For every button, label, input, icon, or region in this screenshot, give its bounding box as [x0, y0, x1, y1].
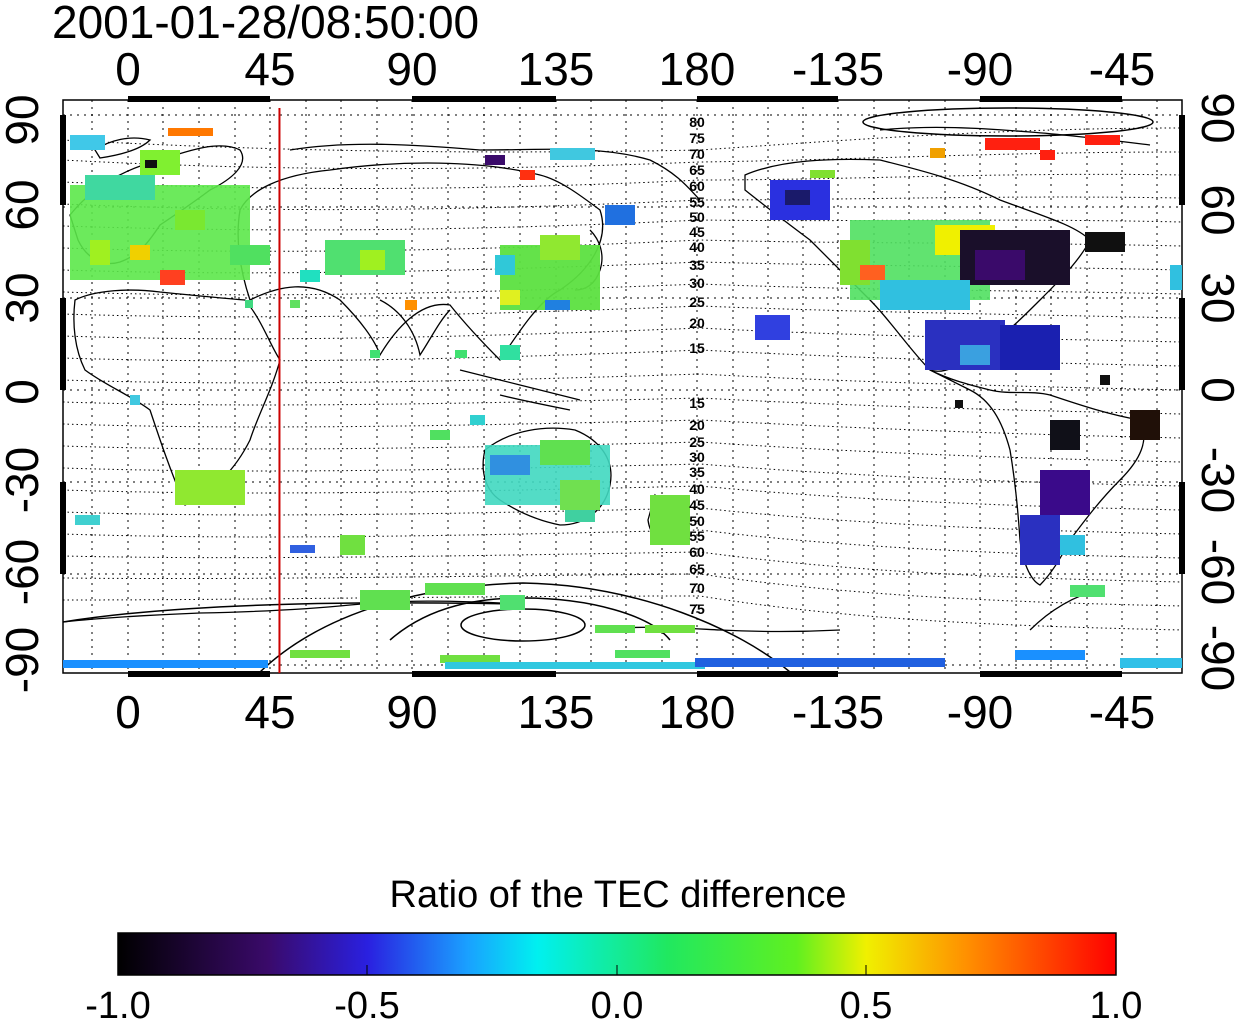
contour-label: 20 [689, 315, 705, 331]
contour-label: 15 [689, 340, 705, 356]
bottom-lon-label: 180 [659, 686, 736, 738]
bottom-lon-label: 90 [386, 686, 437, 738]
top-longitude-labels: 0 45 90 135 180 -135 -90 -45 [115, 43, 1155, 95]
colorbar-tick-label: -1.0 [85, 985, 150, 1024]
contour-label: 80 [689, 114, 705, 130]
colorbar-tick-label: 0.0 [591, 985, 644, 1024]
left-lat-label: 90 [0, 94, 48, 145]
contour-label: 25 [689, 294, 705, 310]
colorbar-tick-label: 1.0 [1090, 985, 1143, 1024]
contour-label: 70 [689, 146, 705, 162]
colorbar-ticks [117, 965, 1117, 975]
contour-label: 40 [689, 239, 705, 255]
left-lat-label: -60 [0, 539, 48, 605]
left-lat-label: 60 [0, 179, 48, 230]
right-lat-label: 60 [1192, 184, 1240, 235]
right-lat-label: -60 [1192, 539, 1240, 605]
contour-label: 75 [689, 601, 705, 617]
magnetic-latitude-contours [63, 127, 1182, 631]
right-lat-label: 30 [1192, 272, 1240, 323]
contour-label: 50 [689, 513, 705, 529]
left-lat-label: 30 [0, 272, 48, 323]
contour-label: 20 [689, 417, 705, 433]
contour-label: 60 [689, 178, 705, 194]
colorbar-tick-label: 0.5 [840, 985, 893, 1024]
left-lat-label: -30 [0, 447, 48, 513]
colorbar-title: Ratio of the TEC difference [390, 874, 847, 916]
map-panel: 80 75 70 65 60 55 50 45 40 35 30 25 20 1… [60, 96, 1185, 677]
bottom-longitude-labels: 0 45 90 135 180 -135 -90 -45 [115, 686, 1155, 738]
top-lon-label: -135 [792, 43, 884, 95]
contour-label: 30 [689, 275, 705, 291]
right-latitude-labels: 90 60 30 0 -30 -60 -90 [1192, 92, 1240, 691]
contour-label: 55 [689, 194, 705, 210]
bottom-lon-label: -135 [792, 686, 884, 738]
bottom-lon-label: 0 [115, 686, 141, 738]
right-lat-label: -90 [1192, 625, 1240, 691]
contour-label: 75 [689, 130, 705, 146]
contour-label: 65 [689, 561, 705, 577]
left-lat-label: 0 [0, 379, 48, 405]
contour-label: 45 [689, 224, 705, 240]
contour-label: 65 [689, 162, 705, 178]
contour-label: 55 [689, 528, 705, 544]
colorbar-tick-labels: -1.0 -0.5 0.0 0.5 1.0 [85, 985, 1142, 1024]
contour-label: 35 [689, 464, 705, 480]
contour-label: 15 [689, 395, 705, 411]
contour-label: 35 [689, 257, 705, 273]
contour-label: 50 [689, 209, 705, 225]
contour-label: 70 [689, 580, 705, 596]
frame-tick-bars [60, 96, 1185, 677]
right-lat-label: 90 [1192, 92, 1240, 143]
bottom-lon-label: 135 [518, 686, 595, 738]
bottom-lon-label: 45 [244, 686, 295, 738]
right-lat-label: -30 [1192, 447, 1240, 513]
contour-label: 25 [689, 434, 705, 450]
left-lat-label: -90 [0, 627, 48, 693]
top-lon-label: -90 [947, 43, 1013, 95]
colorbar-tick-label: -0.5 [334, 985, 399, 1024]
top-lon-label: 90 [386, 43, 437, 95]
contour-labels-north: 80 75 70 65 60 55 50 45 40 35 30 25 20 1… [689, 114, 705, 356]
contour-labels-south: 15 20 25 30 35 40 45 50 55 60 65 70 75 [689, 395, 705, 617]
bottom-lon-label: -45 [1089, 686, 1155, 738]
tec-data-cells [63, 128, 1182, 669]
bottom-lon-label: -90 [947, 686, 1013, 738]
right-lat-label: 0 [1192, 377, 1240, 403]
top-lon-label: -45 [1089, 43, 1155, 95]
contour-label: 40 [689, 481, 705, 497]
top-lon-label: 0 [115, 43, 141, 95]
top-lon-label: 135 [518, 43, 595, 95]
timestamp-title: 2001-01-28/08:50:00 [52, 0, 479, 48]
left-latitude-labels: 90 60 30 0 -30 -60 -90 [0, 94, 48, 693]
contour-label: 45 [689, 497, 705, 513]
contour-label: 60 [689, 544, 705, 560]
colorbar: Ratio of the TEC difference -1.0 -0.5 0.… [85, 874, 1142, 1024]
contour-label: 30 [689, 449, 705, 465]
top-lon-label: 45 [244, 43, 295, 95]
top-lon-label: 180 [659, 43, 736, 95]
